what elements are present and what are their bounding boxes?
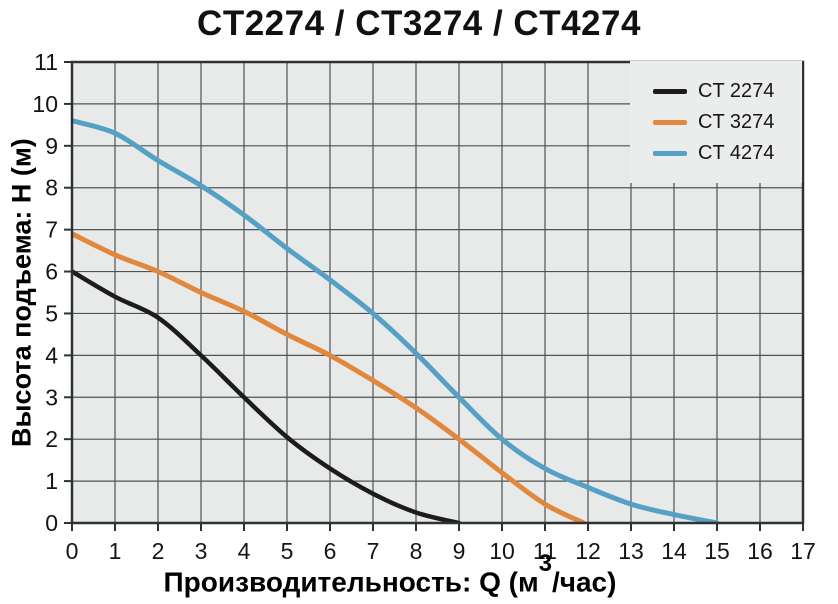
- y-tick-label: 1: [45, 468, 58, 494]
- chart-title: CT2274 / CT3274 / CT4274: [197, 4, 641, 43]
- x-tick-label: 5: [281, 538, 294, 564]
- y-tick-label: 6: [45, 259, 58, 285]
- curve-ct4274: [72, 118, 720, 523]
- plot-border: [70, 60, 805, 525]
- y-tick-label: 2: [45, 426, 58, 452]
- x-tick-label: 10: [489, 538, 515, 564]
- legend-swatch-2: [653, 151, 687, 156]
- x-tick-label: 3: [195, 538, 208, 564]
- x-tick-label: 12: [575, 538, 601, 564]
- x-tick-label: 11: [533, 538, 557, 564]
- y-tick-label: 5: [45, 300, 58, 326]
- x-tick-label: 1: [109, 538, 122, 564]
- y-tick-label: 7: [45, 217, 58, 243]
- y-tick-label: 4: [45, 342, 58, 368]
- x-tick-label: 2: [152, 538, 165, 564]
- legend-label: CT 3274: [698, 111, 775, 133]
- x-tick-label: 7: [367, 538, 380, 564]
- x-axis-title: Производительность: Q (м3/час): [0, 550, 809, 598]
- legend-swatch-1: [653, 120, 687, 125]
- legend: CT 2274 CT 3274 CT 4274: [630, 61, 802, 183]
- legend-swatch-0: [653, 89, 687, 94]
- curve-ct2274: [72, 269, 462, 523]
- x-tick-label: 17: [790, 538, 816, 564]
- y-tick-label: 11: [34, 49, 58, 75]
- legend-label: CT 2274: [698, 80, 775, 102]
- x-axis-title-text: Производительность: Q (м: [163, 566, 539, 598]
- y-tick-label: 10: [32, 91, 58, 117]
- y-tick-label: 0: [45, 510, 58, 536]
- y-tick-label: 3: [45, 384, 58, 410]
- x-axis-title-sup: 3: [538, 550, 552, 578]
- x-tick-label: 0: [66, 538, 79, 564]
- x-tick-label: 8: [410, 538, 423, 564]
- y-tick-label: 8: [45, 175, 58, 201]
- x-tick-label: 14: [661, 538, 687, 564]
- x-tick-label: 4: [238, 538, 251, 564]
- x-tick-label: 15: [704, 538, 730, 564]
- x-axis-title-suffix: /час): [551, 566, 617, 598]
- legend-item-ct4274: CT 4274: [653, 138, 802, 169]
- y-axis-title: Высота подъема: Н (м): [6, 138, 37, 447]
- x-tick-label: 13: [618, 538, 644, 564]
- x-tick-label: 6: [324, 538, 337, 564]
- legend-item-ct3274: CT 3274: [653, 107, 802, 138]
- legend-item-ct2274: CT 2274: [653, 76, 802, 107]
- x-tick-label: 9: [453, 538, 466, 564]
- legend-label: CT 4274: [698, 142, 775, 164]
- y-tick-label: 9: [45, 133, 58, 159]
- x-tick-label: 16: [747, 538, 773, 564]
- curve-ct3274: [72, 231, 587, 523]
